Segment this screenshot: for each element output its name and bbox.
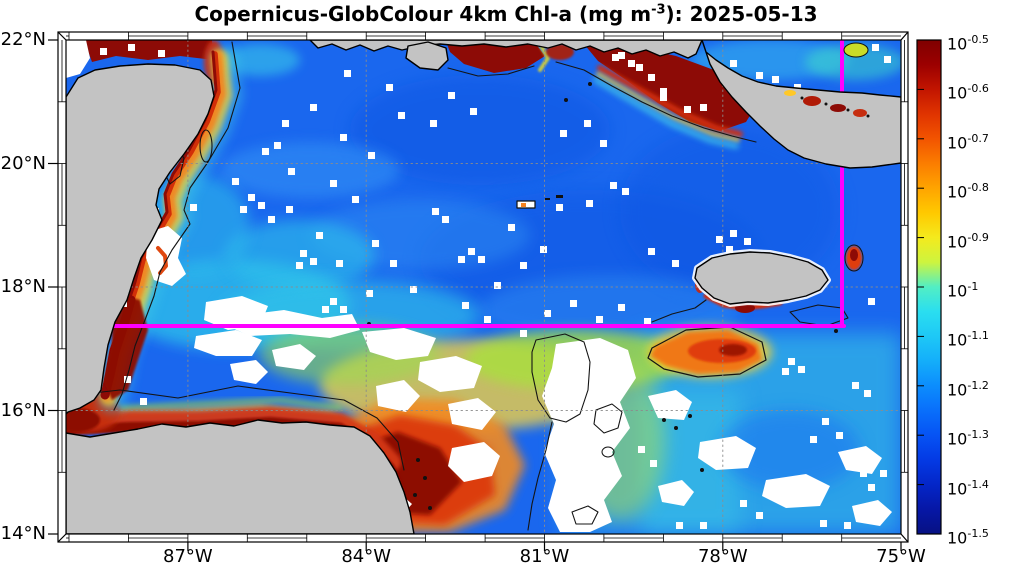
cloud-mass-14 bbox=[658, 480, 694, 506]
contour-jamaica-sw bbox=[651, 299, 707, 323]
ocean-deep-1 bbox=[350, 75, 610, 185]
cuba-ne-bay-yellow bbox=[784, 90, 796, 96]
contour-pedro-bank bbox=[647, 326, 767, 378]
cuba-ne-specks bbox=[800, 96, 870, 118]
colorbar-label-2: 10-0.7 bbox=[947, 131, 989, 153]
colorbar-label-1: 10-0.6 bbox=[947, 82, 989, 103]
lat-tick-label-14n: 14°N bbox=[0, 523, 46, 544]
cloud-mass-11 bbox=[762, 474, 830, 508]
contour-jamaica-se bbox=[789, 304, 849, 327]
land-isla-juventud bbox=[405, 41, 449, 71]
zapata-red bbox=[546, 44, 574, 60]
cuba-ne-bay-red-2 bbox=[830, 104, 846, 112]
honduras-green-fringe bbox=[117, 397, 343, 411]
contour-batabano-cays bbox=[447, 65, 535, 77]
cloud-mass-corner bbox=[66, 40, 90, 78]
cyan-ne-streak bbox=[805, 44, 901, 80]
land-honduras-nicaragua bbox=[66, 419, 415, 534]
map-content bbox=[66, 40, 901, 534]
colorbar-label-0: 10-0.5 bbox=[947, 33, 989, 54]
colorbar-label-6: 10-1.1 bbox=[947, 329, 989, 350]
cloud-mass-4 bbox=[448, 398, 496, 430]
colorbar-label-4: 10-0.9 bbox=[947, 230, 989, 251]
batabano-darkred bbox=[447, 44, 545, 73]
cloud-mass-19 bbox=[272, 344, 316, 370]
contour-honduras-shelf bbox=[66, 385, 405, 471]
cloud-mass-8 bbox=[542, 338, 636, 532]
lon-tick-label-87w: 87°W bbox=[163, 546, 213, 567]
guacanayabo-red-fringe bbox=[597, 65, 743, 137]
cloud-mass-18 bbox=[194, 330, 262, 356]
cloud-mass-10 bbox=[698, 436, 756, 470]
colorbar-label-7: 10-1.2 bbox=[947, 378, 989, 400]
contour-rosalind bbox=[571, 505, 599, 525]
contour-yucatan-shelf bbox=[113, 41, 241, 411]
lon-tick-label-84w: 84°W bbox=[341, 546, 392, 567]
grand-cayman-lagoon bbox=[521, 203, 526, 207]
guacanayabo-yellow-fringe bbox=[596, 72, 740, 142]
cuba-ne-bay-red-1 bbox=[803, 96, 821, 106]
contour-guacanayabo-cays bbox=[555, 61, 757, 143]
colorbar-label-3: 10-0.8 bbox=[947, 181, 989, 202]
lon-tick-label-81w: 81°W bbox=[519, 546, 570, 567]
navassa-contour bbox=[844, 244, 864, 272]
guacanayabo-darkred bbox=[584, 44, 757, 131]
contour-bank-main bbox=[531, 333, 591, 423]
colorbar-ticks bbox=[917, 88, 924, 486]
navassa-darkred bbox=[850, 249, 858, 261]
lat-tick-label-16n: 16°N bbox=[0, 399, 46, 421]
cloud-mass-20 bbox=[230, 360, 268, 384]
campeche-darkred bbox=[84, 40, 214, 62]
contour-bank-neck bbox=[527, 421, 553, 531]
contour-bank-small bbox=[593, 403, 623, 434]
lon-tick-label-78w: 78°W bbox=[697, 546, 748, 567]
lat-tick-label-22n: 22°N bbox=[0, 29, 46, 50]
cloud-mass-1 bbox=[362, 328, 436, 360]
cloud-mass-5 bbox=[448, 442, 500, 482]
colorbar-label-8: 10-1.3 bbox=[947, 428, 989, 449]
cloud-mass-12 bbox=[838, 446, 882, 474]
colorbar-label-9: 10-1.4 bbox=[947, 477, 989, 498]
land-cuba-east bbox=[701, 40, 901, 169]
chart-title-text: Copernicus-GlobColour 4km Chl-a (mg m bbox=[194, 2, 652, 26]
ocean-light-1 bbox=[220, 142, 400, 198]
blue-patch-se bbox=[720, 410, 860, 490]
chart-title: Copernicus-GlobColour 4km Chl-a (mg m-3)… bbox=[0, 2, 1012, 26]
chart-title-exponent: -3 bbox=[651, 2, 666, 18]
lat-tick-label-20n: 20°N bbox=[0, 152, 46, 174]
land-cuba-west bbox=[309, 40, 703, 59]
little-cayman-islet bbox=[545, 198, 550, 200]
cloud-mass-3 bbox=[376, 380, 420, 412]
cloud-mass-9 bbox=[648, 390, 692, 420]
colorbar-label-5: 10-1 bbox=[947, 280, 979, 301]
contour-cozumel bbox=[199, 129, 213, 163]
land-jamaica bbox=[694, 251, 829, 305]
batabano-yellow-fringe bbox=[538, 42, 550, 72]
land-yucatan-mainland bbox=[66, 63, 215, 415]
ocean-deep-3 bbox=[620, 125, 840, 295]
cuba-ne-bay-red-3 bbox=[853, 109, 867, 117]
map-frame bbox=[48, 31, 909, 551]
pedro-bank-darkred bbox=[719, 344, 747, 356]
cayman-brac-islet bbox=[556, 195, 563, 198]
lat-tick-label-18n: 18°N bbox=[0, 276, 46, 297]
contour-bank-tiny bbox=[601, 446, 615, 458]
cloud-mass-2 bbox=[418, 356, 482, 392]
ne-cay-green bbox=[843, 42, 869, 58]
gulf-honduras-darkred bbox=[66, 408, 100, 432]
colorbar-label-10: 10-1.5 bbox=[947, 527, 989, 548]
chart-title-date: ): 2025-05-13 bbox=[665, 2, 818, 26]
guacanayabo-cyan-fringe bbox=[593, 77, 739, 149]
lon-tick-label-75w: 75°W bbox=[876, 546, 926, 567]
